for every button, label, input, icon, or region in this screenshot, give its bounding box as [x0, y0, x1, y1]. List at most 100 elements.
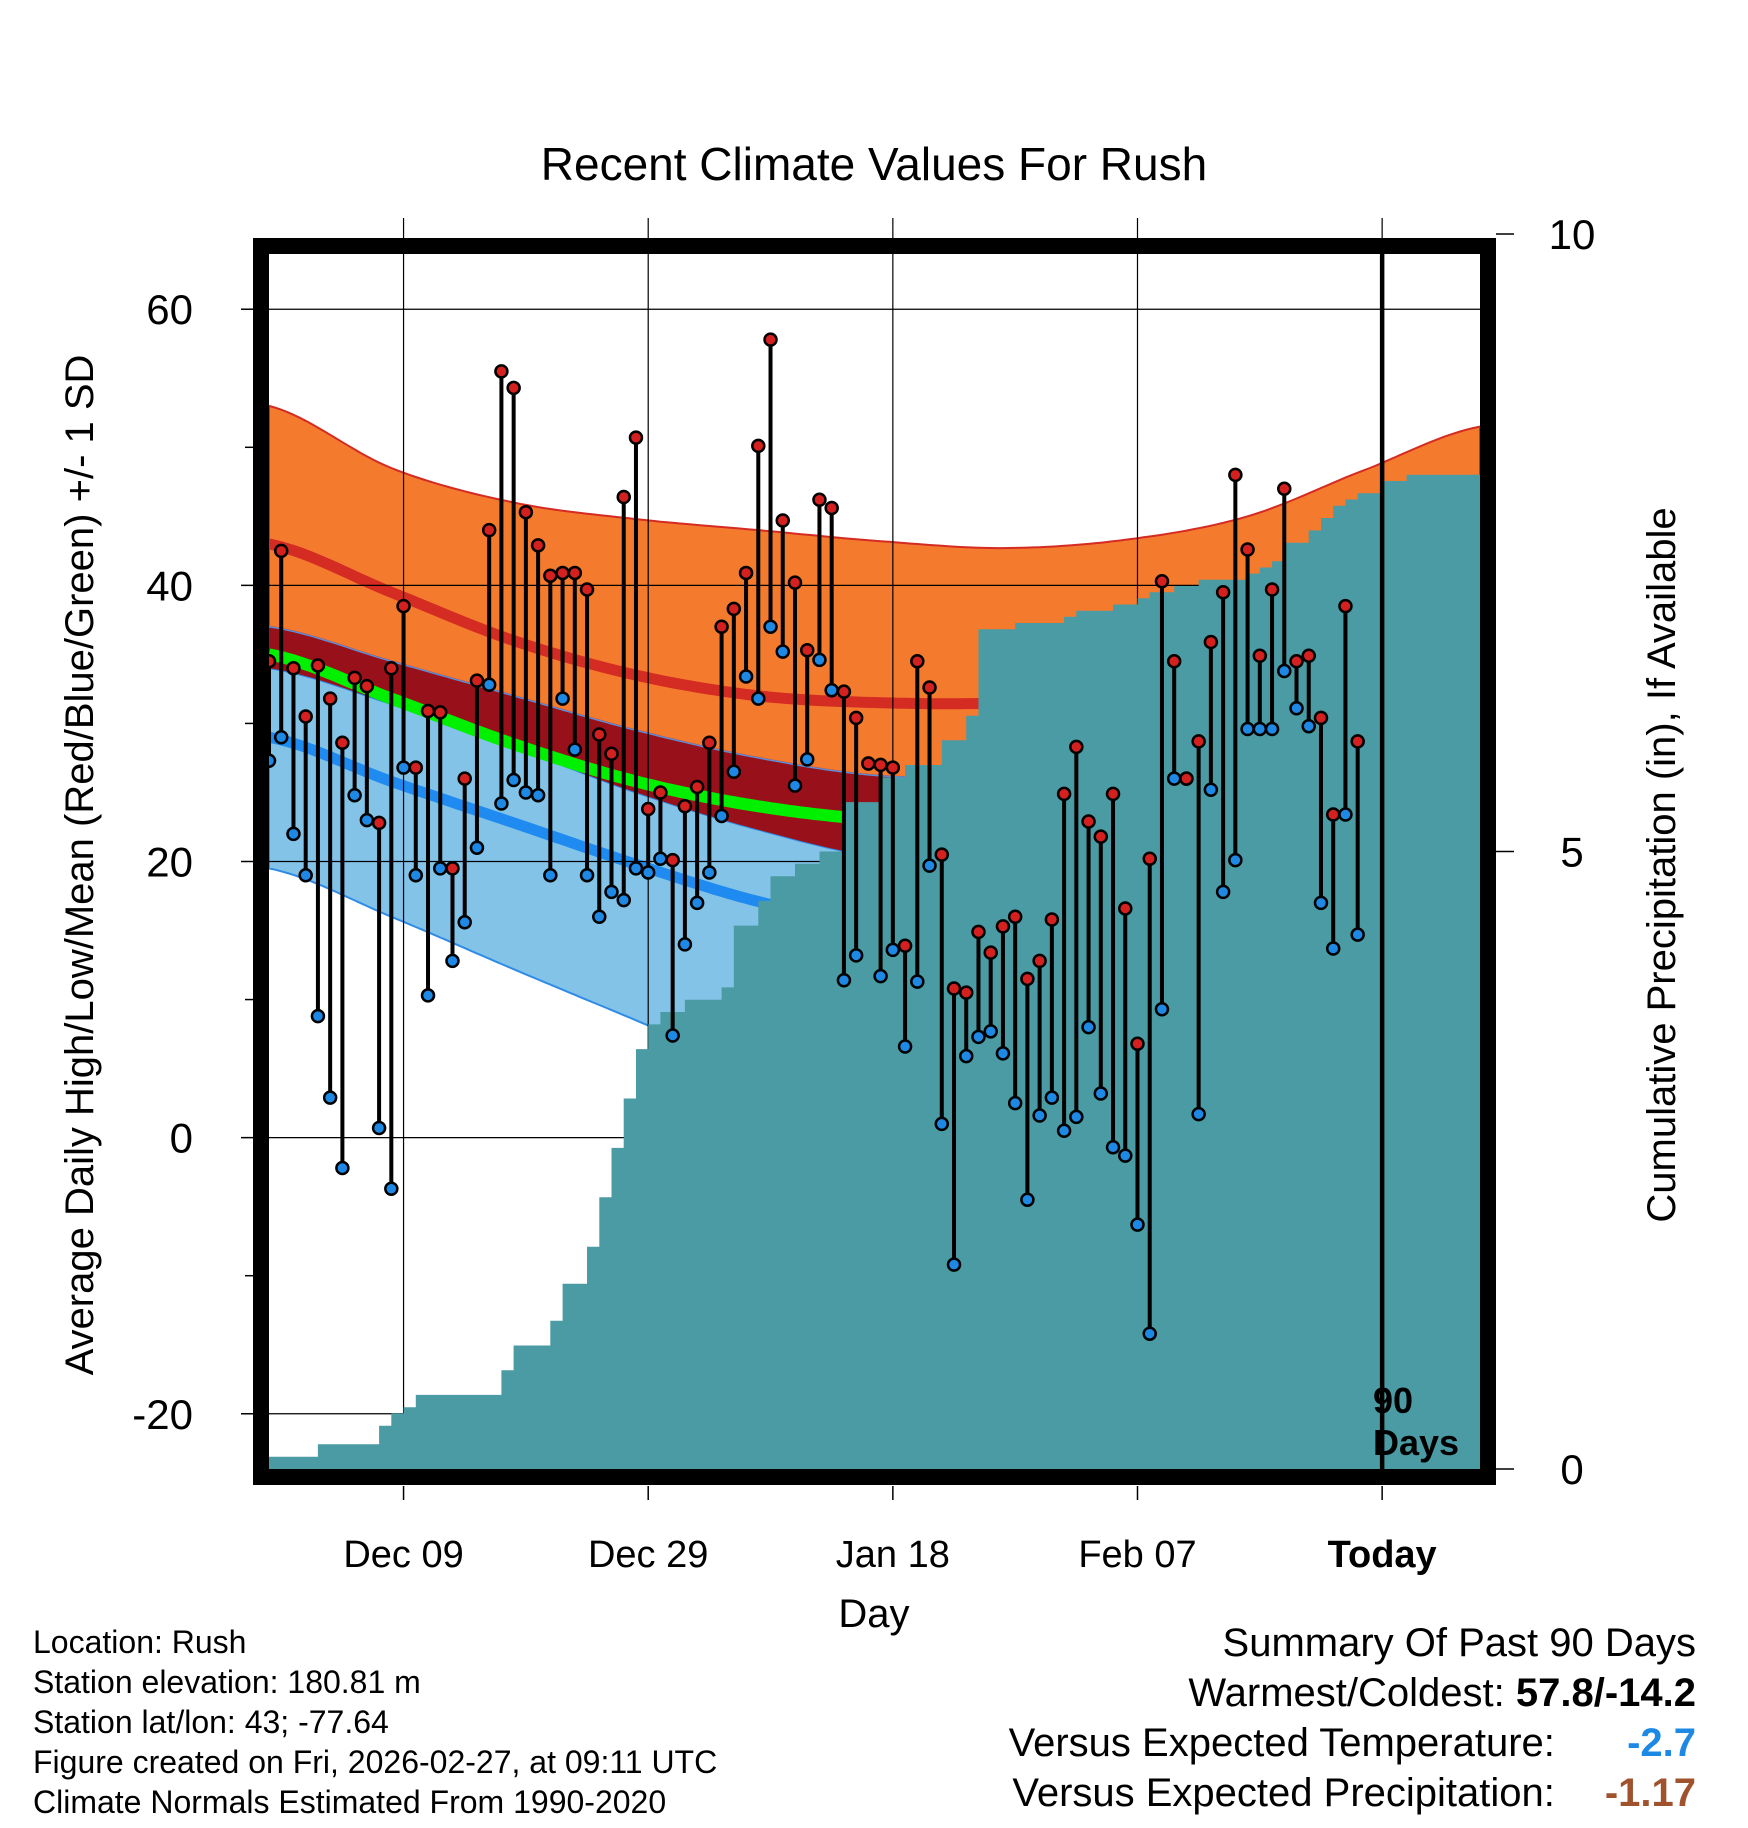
station-info: Location: Rush Station elevation: 180.81…: [33, 1622, 717, 1822]
high-point: [457, 771, 472, 786]
high-point: [1240, 542, 1255, 557]
low-point: [702, 865, 717, 880]
low-point: [592, 909, 607, 924]
high-point: [958, 985, 974, 1000]
low-point: [298, 868, 313, 883]
low-point: [494, 796, 509, 811]
high-point: [1350, 734, 1365, 749]
precip-area: [269, 474, 1480, 1469]
high-point: [848, 710, 864, 726]
high-point: [763, 332, 778, 347]
y-tick-label: 60: [146, 286, 193, 333]
high-point: [836, 684, 852, 699]
summary-panel: Summary Of Past 90 Days Warmest/Coldest:…: [1009, 1618, 1696, 1818]
low-point: [1277, 663, 1292, 679]
low-point: [1081, 1019, 1096, 1035]
high-point: [1289, 654, 1304, 669]
summary-precip: Versus Expected Precipitation: -1.17: [1009, 1768, 1696, 1818]
low-point: [1191, 1106, 1206, 1122]
low-point: [273, 729, 289, 745]
high-point: [494, 364, 509, 379]
low-point: [836, 972, 852, 988]
high-point: [1032, 953, 1047, 969]
high-point: [861, 756, 876, 771]
x-tick-label: Dec 09: [343, 1534, 463, 1576]
y2-tick-label: 10: [1549, 211, 1596, 258]
high-point: [604, 746, 619, 762]
low-point: [1252, 721, 1268, 737]
low-point: [420, 988, 436, 1003]
high-point: [1301, 648, 1316, 664]
high-point: [1069, 739, 1084, 755]
low-point: [995, 1046, 1011, 1061]
x-axis-label: Day: [838, 1592, 909, 1636]
low-point: [384, 1181, 399, 1196]
high-point: [1056, 786, 1072, 802]
today-marker-label: Days: [1373, 1422, 1459, 1463]
low-point: [604, 884, 619, 900]
low-point: [518, 785, 534, 800]
high-point: [469, 673, 485, 688]
summary-warm-cold: Warmest/Coldest: 57.8/-14.2: [1009, 1668, 1696, 1718]
x-tick-label: Today: [1328, 1534, 1437, 1576]
low-point: [1044, 1090, 1060, 1105]
high-point: [396, 598, 411, 614]
x-tick-label: Dec 29: [588, 1534, 708, 1576]
high-point: [689, 779, 705, 795]
high-point: [1130, 1036, 1145, 1051]
high-point: [1142, 851, 1157, 866]
low-point: [958, 1048, 974, 1064]
low-point: [1203, 782, 1219, 797]
low-point: [359, 812, 375, 828]
x-tick-label: Jan 18: [836, 1534, 950, 1576]
high-point: [433, 705, 448, 720]
low-point: [799, 752, 815, 767]
low-point: [1142, 1326, 1157, 1341]
low-point: [1313, 895, 1329, 911]
low-point: [1289, 700, 1304, 716]
high-point: [653, 785, 668, 800]
low-point: [812, 652, 827, 668]
high-point: [787, 575, 803, 590]
high-point: [1252, 648, 1268, 664]
location-text: Location: Rush: [33, 1624, 247, 1660]
high-point: [677, 799, 693, 814]
low-point: [1264, 721, 1280, 737]
high-point: [1044, 912, 1060, 927]
high-point: [934, 847, 950, 862]
low-point: [567, 742, 583, 757]
low-point: [983, 1024, 998, 1039]
high-point: [1203, 634, 1219, 650]
high-point: [897, 938, 913, 953]
low-point: [677, 937, 693, 952]
low-point: [396, 760, 411, 775]
high-point: [1338, 598, 1353, 614]
low-point: [726, 764, 742, 780]
high-point: [1179, 771, 1194, 786]
high-point: [322, 691, 338, 706]
y2-tick-label: 5: [1560, 829, 1583, 876]
low-point: [445, 953, 460, 969]
low-point: [946, 1257, 962, 1272]
high-point: [628, 430, 644, 445]
low-point: [579, 868, 595, 883]
low-point: [934, 1116, 950, 1132]
low-point: [787, 778, 803, 793]
low-point: [1020, 1192, 1035, 1208]
high-point: [1093, 829, 1109, 844]
low-point: [689, 895, 705, 911]
low-point: [848, 948, 864, 963]
high-point: [824, 500, 839, 516]
high-point: [983, 945, 998, 960]
high-point: [1191, 734, 1206, 749]
low-point: [775, 644, 791, 659]
high-point: [518, 504, 534, 520]
y-tick-label: 40: [146, 562, 193, 609]
y2-tick-label: 0: [1560, 1446, 1583, 1493]
low-point: [885, 942, 901, 958]
high-point: [1277, 481, 1292, 496]
summary-temp: Versus Expected Temperature: -2.7: [1009, 1718, 1696, 1768]
low-point: [481, 677, 497, 693]
high-point: [665, 852, 680, 868]
